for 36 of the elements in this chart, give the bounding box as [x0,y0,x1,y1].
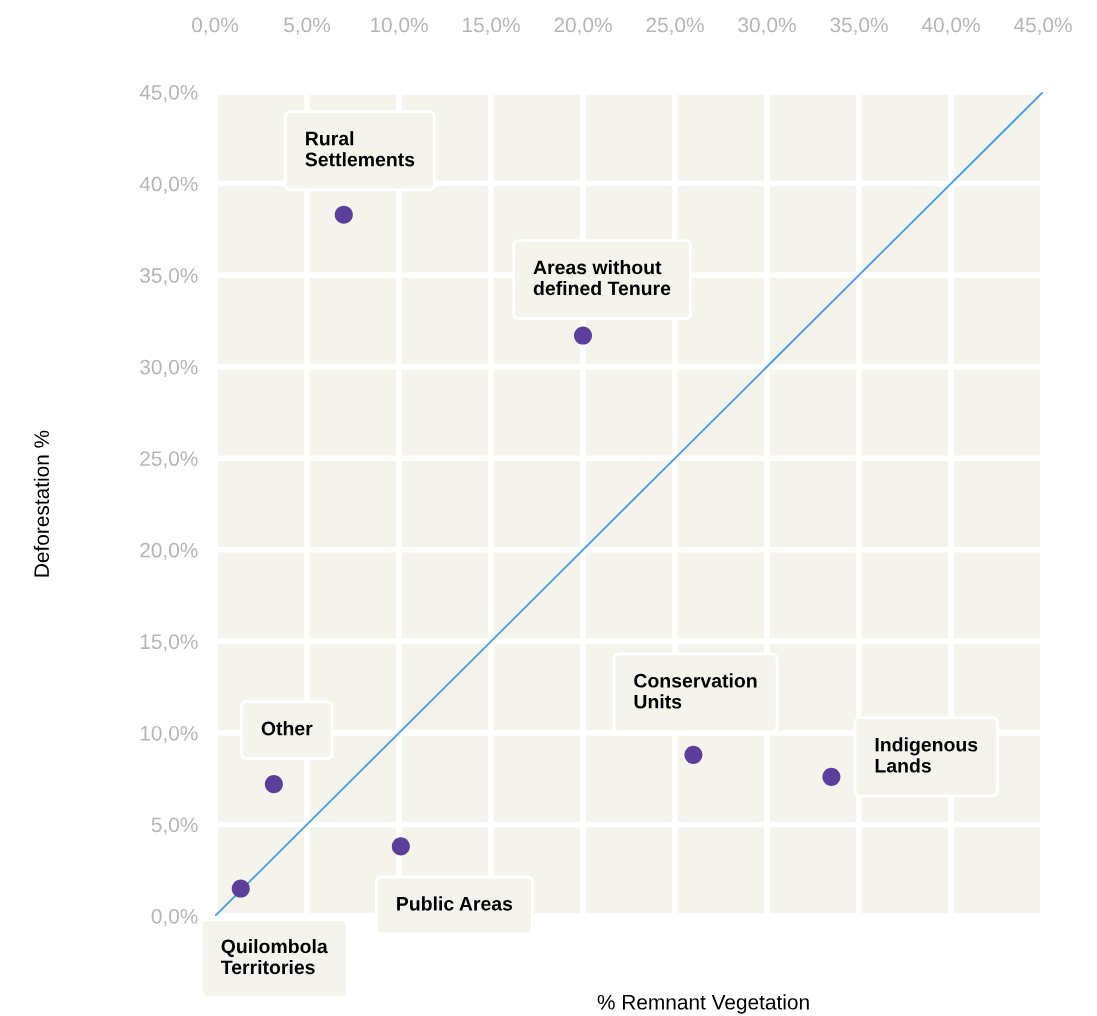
text: Rural Settlements [305,131,415,167]
point [231,879,250,898]
x-tick-label: 30,0% [738,17,796,35]
y-tick-label: 5,0% [151,817,198,835]
y-tick-label: 45,0% [139,85,198,103]
text: Conservation Units [634,673,757,709]
x-tick-label: 15,0% [463,17,520,35]
y-tick-label: 20,0% [140,542,198,560]
point [573,326,593,345]
point [684,745,703,764]
point [822,767,841,786]
x-tick-label: 35,0% [830,17,888,35]
x-tick-label: 40,0% [921,17,980,35]
text: Public Areas [397,896,513,911]
y-tick-label: 40,0% [139,176,198,194]
x-tick-label: 25,0% [646,17,704,35]
point [264,775,283,794]
text: Other [261,721,313,736]
text: Quilombola Territories [220,939,328,975]
x-tick-label: 0,0% [192,17,238,35]
x-axis-title: % Remnant Vegetation [597,994,809,1014]
y-tick-label: 30,0% [140,359,198,377]
y-tick-label: 25,0% [140,451,198,469]
x-tick-label: 5,0% [284,17,330,35]
point [334,205,353,224]
y-tick-label: 35,0% [140,268,198,286]
text: Areas without defined Tenure [533,260,671,296]
x-tick-label: 20,0% [554,17,612,35]
y-tick-label: 0,0% [151,909,198,927]
y-tick-label: 15,0% [140,634,198,652]
x-tick-label: 45,0% [1013,17,1072,35]
y-axis-title: Deforestation % [33,430,50,577]
series-label: Indigenous Lands [875,737,978,773]
x-tick-label: 10,0% [371,17,428,35]
y-tick-label: 10,0% [140,725,198,744]
point [391,837,410,856]
